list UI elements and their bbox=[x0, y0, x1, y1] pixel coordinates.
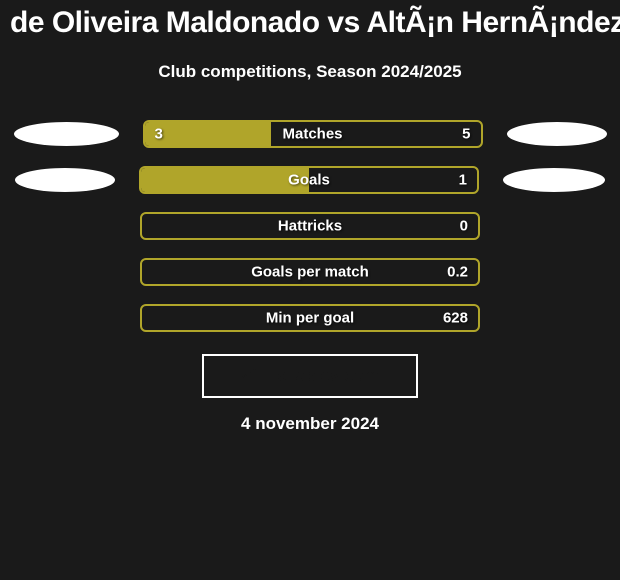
stat-label: Matches bbox=[282, 126, 342, 143]
stat-right-value: 628 bbox=[443, 310, 468, 327]
subtitle: Club competitions, Season 2024/2025 bbox=[0, 62, 620, 82]
bar-chart-icon bbox=[241, 367, 263, 385]
stat-label: Hattricks bbox=[278, 218, 342, 235]
stat-bar-fill bbox=[145, 122, 271, 146]
comparison-infographic: de Oliveira Maldonado vs AltÃ¡n HernÃ¡nd… bbox=[0, 0, 620, 434]
stat-row: Goals 1 bbox=[0, 166, 620, 194]
stat-label: Min per goal bbox=[266, 310, 354, 327]
stat-right-value: 0.2 bbox=[447, 264, 468, 281]
player-left-ellipse bbox=[15, 168, 115, 192]
stat-row: 3 Matches 5 bbox=[0, 120, 620, 148]
stat-right-value: 1 bbox=[459, 172, 467, 189]
player-right-ellipse bbox=[507, 122, 607, 146]
stat-left-value: 3 bbox=[155, 126, 163, 143]
date-text: 4 november 2024 bbox=[0, 414, 620, 434]
stat-bar: 3 Matches 5 bbox=[143, 120, 483, 148]
stat-row: Goals per match 0.2 bbox=[0, 258, 620, 286]
stat-bar: Goals 1 bbox=[139, 166, 479, 194]
stat-bar: Min per goal 628 bbox=[140, 304, 480, 332]
stat-right-value: 5 bbox=[462, 126, 470, 143]
stat-row: Hattricks 0 bbox=[0, 212, 620, 240]
stat-bar: Goals per match 0.2 bbox=[140, 258, 480, 286]
player-right-ellipse bbox=[503, 168, 605, 192]
stat-label: Goals per match bbox=[251, 264, 369, 281]
stat-rows: 3 Matches 5 Goals 1 Hattricks 0 Goals per match… bbox=[0, 120, 620, 332]
stat-label: Goals bbox=[288, 172, 330, 189]
player-left-ellipse bbox=[14, 122, 119, 146]
stat-bar: Hattricks 0 bbox=[140, 212, 480, 240]
stat-bar-fill bbox=[141, 168, 309, 192]
page-title: de Oliveira Maldonado vs AltÃ¡n HernÃ¡nd… bbox=[0, 6, 620, 40]
brand-box: FcTables.com bbox=[202, 354, 418, 398]
stat-right-value: 0 bbox=[460, 218, 468, 235]
stat-row: Min per goal 628 bbox=[0, 304, 620, 332]
brand-text: FcTables.com bbox=[267, 366, 379, 386]
